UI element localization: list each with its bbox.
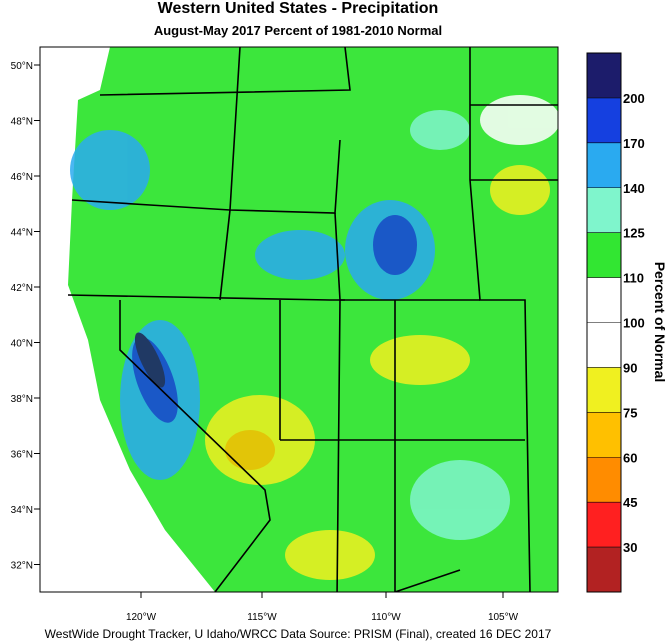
colorbar-label: 45: [623, 495, 637, 510]
colorbar-segment: [587, 277, 621, 323]
lon-label: 115°W: [247, 612, 277, 623]
colorbar-label: 100: [623, 316, 645, 331]
map: [40, 47, 558, 592]
lat-label: 32°N: [11, 561, 33, 572]
colorbar-label: 60: [623, 450, 637, 465]
lat-label: 46°N: [11, 172, 33, 183]
colorbar-segment: [587, 142, 621, 188]
colorbar-segment: [587, 187, 621, 233]
lat-label: 42°N: [11, 283, 33, 294]
title: Western United States - Precipitation: [158, 0, 439, 17]
lon-label: 110°W: [371, 612, 401, 623]
lat-label: 48°N: [11, 117, 33, 128]
lat-label: 40°N: [11, 339, 33, 350]
lat-label: 50°N: [11, 61, 33, 72]
colorbar-label: 30: [623, 540, 637, 555]
colorbar-segment: [587, 502, 621, 548]
colorbar-segment: [587, 53, 621, 98]
colorbar-segment: [587, 97, 621, 143]
colorbar-segment: [587, 412, 621, 458]
colorbar-segment: [587, 322, 621, 368]
lon-label: 120°W: [126, 612, 157, 623]
colorbar-label: 125: [623, 226, 645, 241]
lat-label: 44°N: [11, 228, 33, 239]
colorbar-segment: [587, 457, 621, 503]
colorbar-label: 170: [623, 136, 645, 151]
lat-label: 38°N: [11, 394, 33, 405]
subtitle: August-May 2017 Percent of 1981-2010 Nor…: [154, 23, 442, 38]
colorbar-label: 75: [623, 405, 637, 420]
colorbar-label: 200: [623, 91, 645, 106]
footer: WestWide Drought Tracker, U Idaho/WRCC D…: [45, 627, 552, 641]
colorbar-segment: [587, 232, 621, 278]
colorbar-label: 90: [623, 360, 637, 375]
lat-label: 36°N: [11, 450, 33, 461]
colorbar-label: 110: [623, 271, 644, 286]
map-frame: [39, 46, 559, 593]
colorbar-label: 140: [623, 181, 645, 196]
colorbar-title: Percent of Normal: [652, 262, 668, 383]
lon-label: 105°W: [488, 612, 519, 623]
lat-label: 34°N: [11, 505, 33, 516]
colorbar-segment: [587, 367, 621, 413]
colorbar-segment: [587, 547, 621, 592]
